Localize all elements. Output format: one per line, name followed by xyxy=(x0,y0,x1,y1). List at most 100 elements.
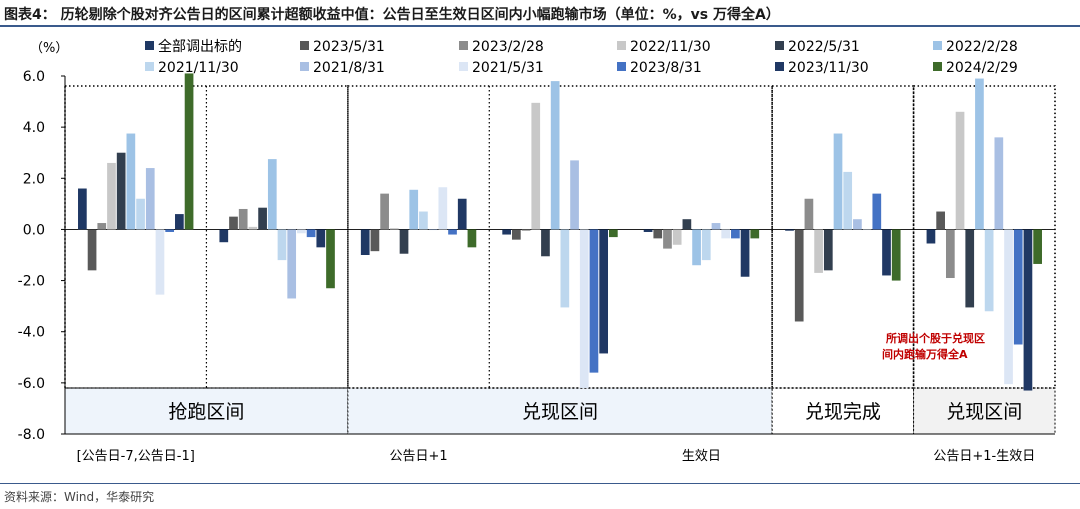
bar xyxy=(512,229,521,240)
source-note: 资料来源：Wind，华泰研究 xyxy=(4,490,155,504)
bar xyxy=(550,81,560,230)
bar xyxy=(238,208,248,230)
y-tick-label: 2.0 xyxy=(23,171,45,187)
bar xyxy=(750,229,760,239)
bar xyxy=(258,207,267,230)
legend-label: 2022/2/28 xyxy=(946,39,1018,55)
title-rule xyxy=(0,25,1080,27)
bar xyxy=(145,168,155,230)
axis-layer: 6.0 4.0 2.0 0.0 -2.0 -4.0 -6.0 -8.0 [公告日-7,公告日-1… xyxy=(18,69,1055,464)
bar xyxy=(116,152,126,230)
bar xyxy=(994,137,1004,230)
bar xyxy=(579,229,589,388)
legend-swatch xyxy=(145,41,154,50)
bar xyxy=(521,229,531,231)
y-unit-label: （%） xyxy=(30,41,68,56)
y-tick-label: -8.0 xyxy=(18,427,45,443)
bar xyxy=(721,229,731,239)
bar xyxy=(184,73,194,230)
legend-label: 2023/5/31 xyxy=(313,39,385,55)
bar xyxy=(794,229,804,322)
legend-swatch xyxy=(933,41,942,50)
bar xyxy=(97,223,107,230)
bar xyxy=(502,229,511,235)
bar xyxy=(389,228,399,230)
bar xyxy=(945,229,955,279)
y-tick-label: 6.0 xyxy=(23,69,45,85)
bar xyxy=(219,229,229,243)
phase-label: 兑现区间 xyxy=(946,401,1022,423)
bar xyxy=(653,229,663,239)
bar xyxy=(438,187,448,230)
chart-title: 图表4： 历轮剔除个股对齐公告日的区间累计超额收益中值：公告日至生效日区间内小幅… xyxy=(4,7,780,23)
legend-label: 2022/5/31 xyxy=(788,39,860,55)
bar xyxy=(1004,229,1013,385)
bar xyxy=(165,229,175,232)
bar xyxy=(287,229,297,299)
legend-label: 2023/11/30 xyxy=(788,60,869,76)
bar xyxy=(853,219,862,230)
phase-label: 兑现区间 xyxy=(522,401,598,423)
legend-swatch xyxy=(775,41,784,50)
bar xyxy=(823,229,833,271)
bar xyxy=(711,223,721,230)
legend-swatch xyxy=(145,62,154,71)
legend-label: 2023/8/31 xyxy=(630,60,702,76)
legend-label: 2024/2/29 xyxy=(946,60,1018,76)
phase-layer: 抢跑区间 兑现区间 兑现完成 兑现区间 xyxy=(64,85,1056,435)
bar xyxy=(306,229,316,238)
phase-frame xyxy=(347,85,773,389)
y-tick-label: -2.0 xyxy=(18,274,45,290)
bar xyxy=(692,229,701,266)
legend-swatch xyxy=(300,62,309,71)
bar xyxy=(1013,229,1023,345)
phase-label-box xyxy=(347,387,773,435)
bar xyxy=(872,193,882,230)
bar xyxy=(663,229,672,249)
bar xyxy=(87,229,97,271)
bar xyxy=(882,229,891,276)
bar xyxy=(370,229,380,252)
bar xyxy=(936,211,945,230)
bar xyxy=(428,229,438,231)
bar xyxy=(862,229,872,231)
legend-swatch xyxy=(459,41,468,50)
bar xyxy=(399,229,409,254)
y-tick-label: -6.0 xyxy=(18,376,45,392)
legend-label: 2021/8/31 xyxy=(313,60,385,76)
bar xyxy=(467,229,477,248)
y-tick-label: 0.0 xyxy=(23,222,45,238)
bar xyxy=(267,159,277,230)
y-tick-label: 4.0 xyxy=(23,120,45,136)
bar xyxy=(843,171,853,230)
phase-label: 兑现完成 xyxy=(805,401,881,423)
chart-area: 抢跑区间 兑现区间 兑现完成 兑现区间 6.0 4.0 2.0 0.0 -2.0 -4.0 -6.… xyxy=(18,38,1056,464)
bar xyxy=(78,188,87,230)
bar xyxy=(984,229,994,312)
bars-layer xyxy=(78,73,1042,391)
bar xyxy=(277,229,287,261)
bar xyxy=(672,229,682,245)
bar xyxy=(975,78,984,230)
legend-swatch xyxy=(617,62,626,71)
phase-frame xyxy=(912,85,1056,389)
bar xyxy=(891,229,901,281)
legend: 全部调出标的 2023/5/31 2023/2/28 2022/11/30 2022/5… xyxy=(145,38,1018,76)
y-tick-label: -4.0 xyxy=(18,325,45,341)
bar xyxy=(643,229,653,232)
x-category-label: 公告日+1-生效日 xyxy=(933,449,1035,464)
bar xyxy=(731,229,740,239)
legend-label: 2022/11/30 xyxy=(630,39,711,55)
bar xyxy=(531,102,541,230)
bar xyxy=(1033,229,1042,264)
phase-label: 抢跑区间 xyxy=(168,401,244,423)
annotation-text: 间内跑输万得全A xyxy=(882,347,968,361)
bar xyxy=(136,198,145,230)
bar xyxy=(380,193,389,230)
footer-rule xyxy=(0,483,1080,484)
bar xyxy=(814,229,823,273)
bar xyxy=(609,229,618,238)
bar xyxy=(560,229,570,308)
legend-swatch xyxy=(933,62,942,71)
legend-label: 2021/5/31 xyxy=(472,60,544,76)
